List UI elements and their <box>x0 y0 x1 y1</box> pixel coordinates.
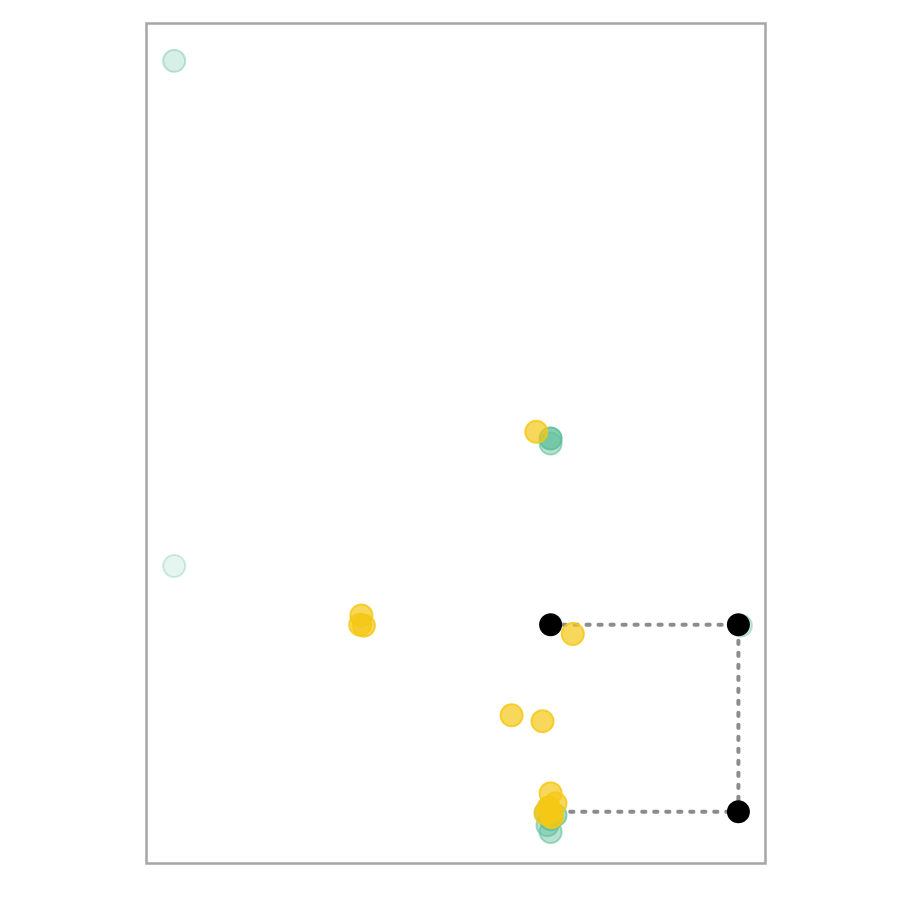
connector-layer <box>548 622 741 814</box>
points-layer <box>162 48 753 844</box>
point-green-1 <box>162 554 187 578</box>
point-yellow-4 <box>560 622 585 646</box>
point-yellow-12 <box>536 795 561 820</box>
point-black-0 <box>539 613 563 637</box>
point-green-0 <box>162 48 187 73</box>
point-yellow-5 <box>499 703 524 728</box>
connector-line <box>548 622 741 814</box>
plot-frame <box>145 22 767 865</box>
point-yellow-0 <box>524 419 549 444</box>
point-yellow-3 <box>348 612 373 637</box>
point-black-1 <box>726 613 750 637</box>
point-yellow-6 <box>530 709 555 734</box>
point-black-2 <box>726 800 750 824</box>
